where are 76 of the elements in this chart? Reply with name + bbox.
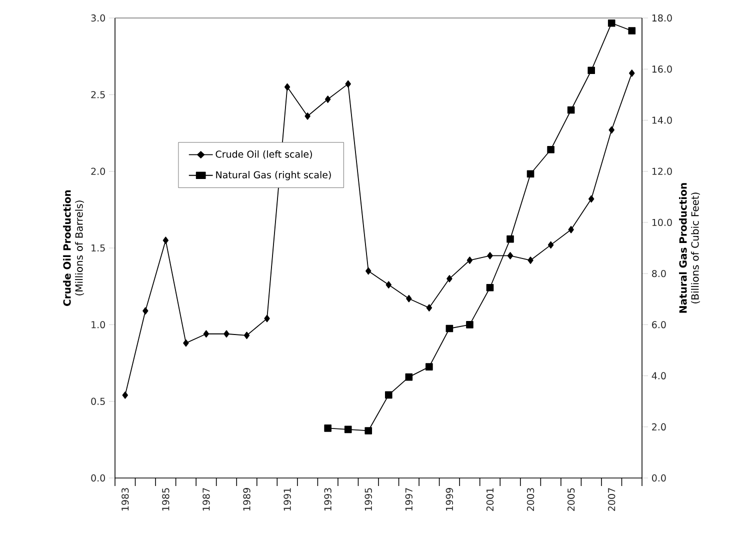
y2-tick-label: 10.0: [652, 218, 672, 226]
legend-label: Natural Gas (right scale): [216, 171, 331, 180]
point: [466, 256, 473, 264]
point: [122, 392, 128, 399]
x-tick-label: 1997: [405, 488, 413, 510]
point: [568, 226, 574, 234]
point: [264, 314, 270, 322]
point: [426, 363, 433, 370]
point: [142, 307, 148, 315]
x-tick-label: 1985: [162, 488, 170, 510]
y2-tick-label: 2.0: [652, 423, 666, 430]
point: [324, 424, 332, 432]
point: [526, 170, 534, 178]
point: [629, 70, 635, 77]
point: [284, 83, 290, 91]
point: [405, 373, 413, 381]
point: [628, 27, 636, 34]
x-tick-label: 1999: [446, 488, 454, 510]
point: [466, 321, 474, 328]
point: [547, 146, 554, 154]
point: [224, 330, 230, 338]
point: [426, 304, 432, 312]
point: [588, 66, 595, 74]
y2-tick-label: 0.0: [652, 474, 666, 482]
x-tick-label: 1983: [122, 488, 129, 510]
y2-tick-label: 12.0: [652, 168, 672, 175]
y2-tick-label: 4.0: [652, 372, 666, 380]
point: [548, 241, 554, 249]
x-tick-label: 1987: [202, 488, 210, 510]
point: [446, 324, 454, 332]
point: [506, 235, 514, 243]
point: [366, 267, 372, 275]
point: [304, 112, 310, 120]
point: [203, 330, 210, 338]
x-tick-label: 1995: [364, 488, 372, 510]
point: [588, 195, 594, 203]
y-tick-label: 2.5: [91, 91, 105, 98]
point: [608, 126, 614, 134]
x-tick-label: 1991: [284, 488, 291, 510]
y-tick-label: 1.0: [92, 321, 106, 328]
point: [528, 256, 534, 264]
point: [384, 391, 392, 399]
y-tick-label: 0.5: [91, 398, 105, 405]
point: [344, 426, 352, 434]
y-tick-label: 2.0: [91, 168, 106, 175]
point: [364, 427, 372, 434]
x-tick-label: 1989: [243, 488, 250, 510]
y2-tick-label: 16.0: [652, 66, 672, 73]
point: [183, 339, 189, 347]
y2-tick-label: 14.0: [652, 116, 672, 124]
point: [162, 236, 169, 244]
y2-axis-title: Natural Gas Production (Billions of Cubic Feet): [679, 183, 700, 313]
point: [446, 275, 452, 282]
y-tick-label: 1.5: [92, 244, 105, 252]
y-axis-title: Crude Oil Production (Millions of Barrels): [63, 190, 84, 306]
point: [567, 106, 575, 114]
y2-tick-label: 18.0: [652, 14, 672, 22]
point: [507, 252, 514, 260]
x-tick-label: 2003: [526, 488, 534, 511]
point: [324, 96, 331, 103]
x-tick-label: 2005: [567, 488, 575, 511]
x-tick-label: 1993: [324, 488, 332, 510]
x-tick-label: 2001: [486, 488, 494, 511]
x-tick-label: 2007: [608, 488, 616, 511]
point: [244, 332, 250, 340]
y-tick-label: 0.0: [91, 474, 106, 482]
point: [406, 294, 412, 302]
legend-label: Crude Oil (left scale): [216, 150, 312, 159]
point: [386, 281, 392, 288]
point: [345, 80, 351, 88]
point: [608, 19, 616, 27]
y2-tick-label: 6.0: [652, 321, 666, 328]
y-tick-label: 3.0: [91, 14, 106, 22]
point: [487, 252, 493, 260]
point: [486, 284, 494, 292]
y2-tick-label: 8.0: [652, 270, 666, 278]
